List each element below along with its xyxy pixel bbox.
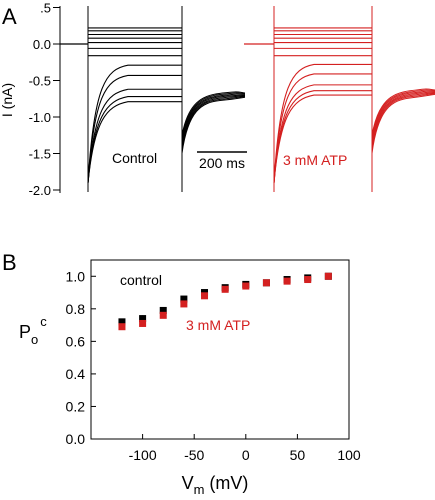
current-trace: [273, 84, 372, 183]
atp-trace-label: 3 mM ATP: [283, 152, 347, 168]
x-tick-label: 100: [337, 447, 361, 463]
tail-current-trace: [371, 88, 435, 136]
current-trace: [273, 94, 372, 183]
y-tick-label: 0.2: [66, 398, 86, 414]
atp-data-point: [283, 277, 291, 285]
control-data-point: [118, 318, 126, 326]
y-tick-label: -1.5: [29, 147, 51, 162]
y-tick-label: .5: [40, 1, 51, 16]
panel-b-data-points: [118, 272, 332, 331]
control-data-point: [159, 306, 167, 314]
x-tick-label: 0: [242, 447, 250, 463]
tail-current-trace: [371, 92, 435, 148]
panel-a-label: A: [2, 4, 17, 29]
tail-current-trace: [181, 96, 246, 151]
y-tick-label: -1.0: [29, 110, 51, 125]
panel-b-y-ticks: 0.0 0.2 0.4 0.6 0.8 1.0: [66, 268, 96, 447]
atp-series-label: 3 mM ATP: [186, 317, 250, 333]
atp-data-point: [221, 285, 229, 293]
tail-current-trace: [371, 93, 435, 151]
control-data-point: [139, 315, 147, 323]
control-traces: [60, 6, 246, 192]
atp-data-point: [201, 292, 209, 300]
atp-data-point: [304, 276, 312, 284]
y-tick-label: 0.4: [66, 366, 86, 382]
atp-data-point: [324, 272, 332, 280]
panel-a-y-axis-label: I (nA): [0, 83, 15, 117]
tail-current-trace: [181, 96, 246, 154]
tail-current-trace: [371, 93, 435, 154]
panel-b-y-axis-label: Poc: [19, 314, 47, 347]
tail-current-trace: [181, 95, 246, 148]
atp-data-point: [139, 319, 147, 327]
panel-b-plot-frame: [90, 259, 350, 440]
tail-current-trace: [181, 94, 246, 145]
y-tick-label: 0.0: [66, 431, 86, 447]
atp-data-point: [180, 300, 188, 308]
y-tick-label: -2.0: [29, 183, 51, 198]
x-tick-label: -100: [129, 447, 157, 463]
y-tick-label: 1.0: [66, 268, 86, 284]
y-tick-label: 0.6: [66, 333, 86, 349]
tail-current-trace: [181, 93, 246, 142]
y-tick-label: -0.5: [29, 74, 51, 89]
control-data-point: [180, 295, 188, 303]
control-series-label: control: [120, 272, 162, 288]
y-tick-label: 0.8: [66, 301, 86, 317]
panel-a-y-ticks: -2.0 -1.5 -1.0 -0.5 0.0 .5: [29, 1, 60, 198]
atp-traces: [244, 6, 435, 192]
y-tick-label: 0.0: [33, 37, 51, 52]
atp-data-point: [262, 279, 270, 287]
tail-current-trace: [371, 91, 435, 145]
tail-current-trace: [371, 90, 435, 142]
x-tick-label: 50: [290, 447, 306, 463]
current-trace: [87, 74, 182, 183]
panel-b-x-ticks: -100 -50 0 50 100: [129, 434, 361, 463]
tail-current-trace: [181, 91, 246, 136]
atp-data-point: [242, 282, 250, 290]
panel-a-current-traces: -2.0 -1.5 -1.0 -0.5 0.0 .5 I (nA) Control 3 m…: [0, 1, 435, 198]
atp-data-point: [159, 311, 167, 319]
time-scale-bar-label: 200 ms: [199, 155, 245, 171]
atp-data-point: [118, 323, 126, 331]
current-trace: [87, 88, 182, 183]
control-trace-label: Control: [112, 150, 157, 166]
panel-b-x-axis-label: Vm (mV): [182, 473, 249, 497]
current-trace: [87, 101, 182, 183]
panel-b-open-probability-plot: -100 -50 0 50 100 0.0 0.2 0.4 0.6 0.8 1.0 control…: [19, 259, 361, 497]
x-tick-label: -50: [184, 447, 204, 463]
panel-b-label: B: [2, 250, 17, 275]
tail-current-trace: [181, 92, 246, 139]
tail-current-trace: [371, 89, 435, 139]
